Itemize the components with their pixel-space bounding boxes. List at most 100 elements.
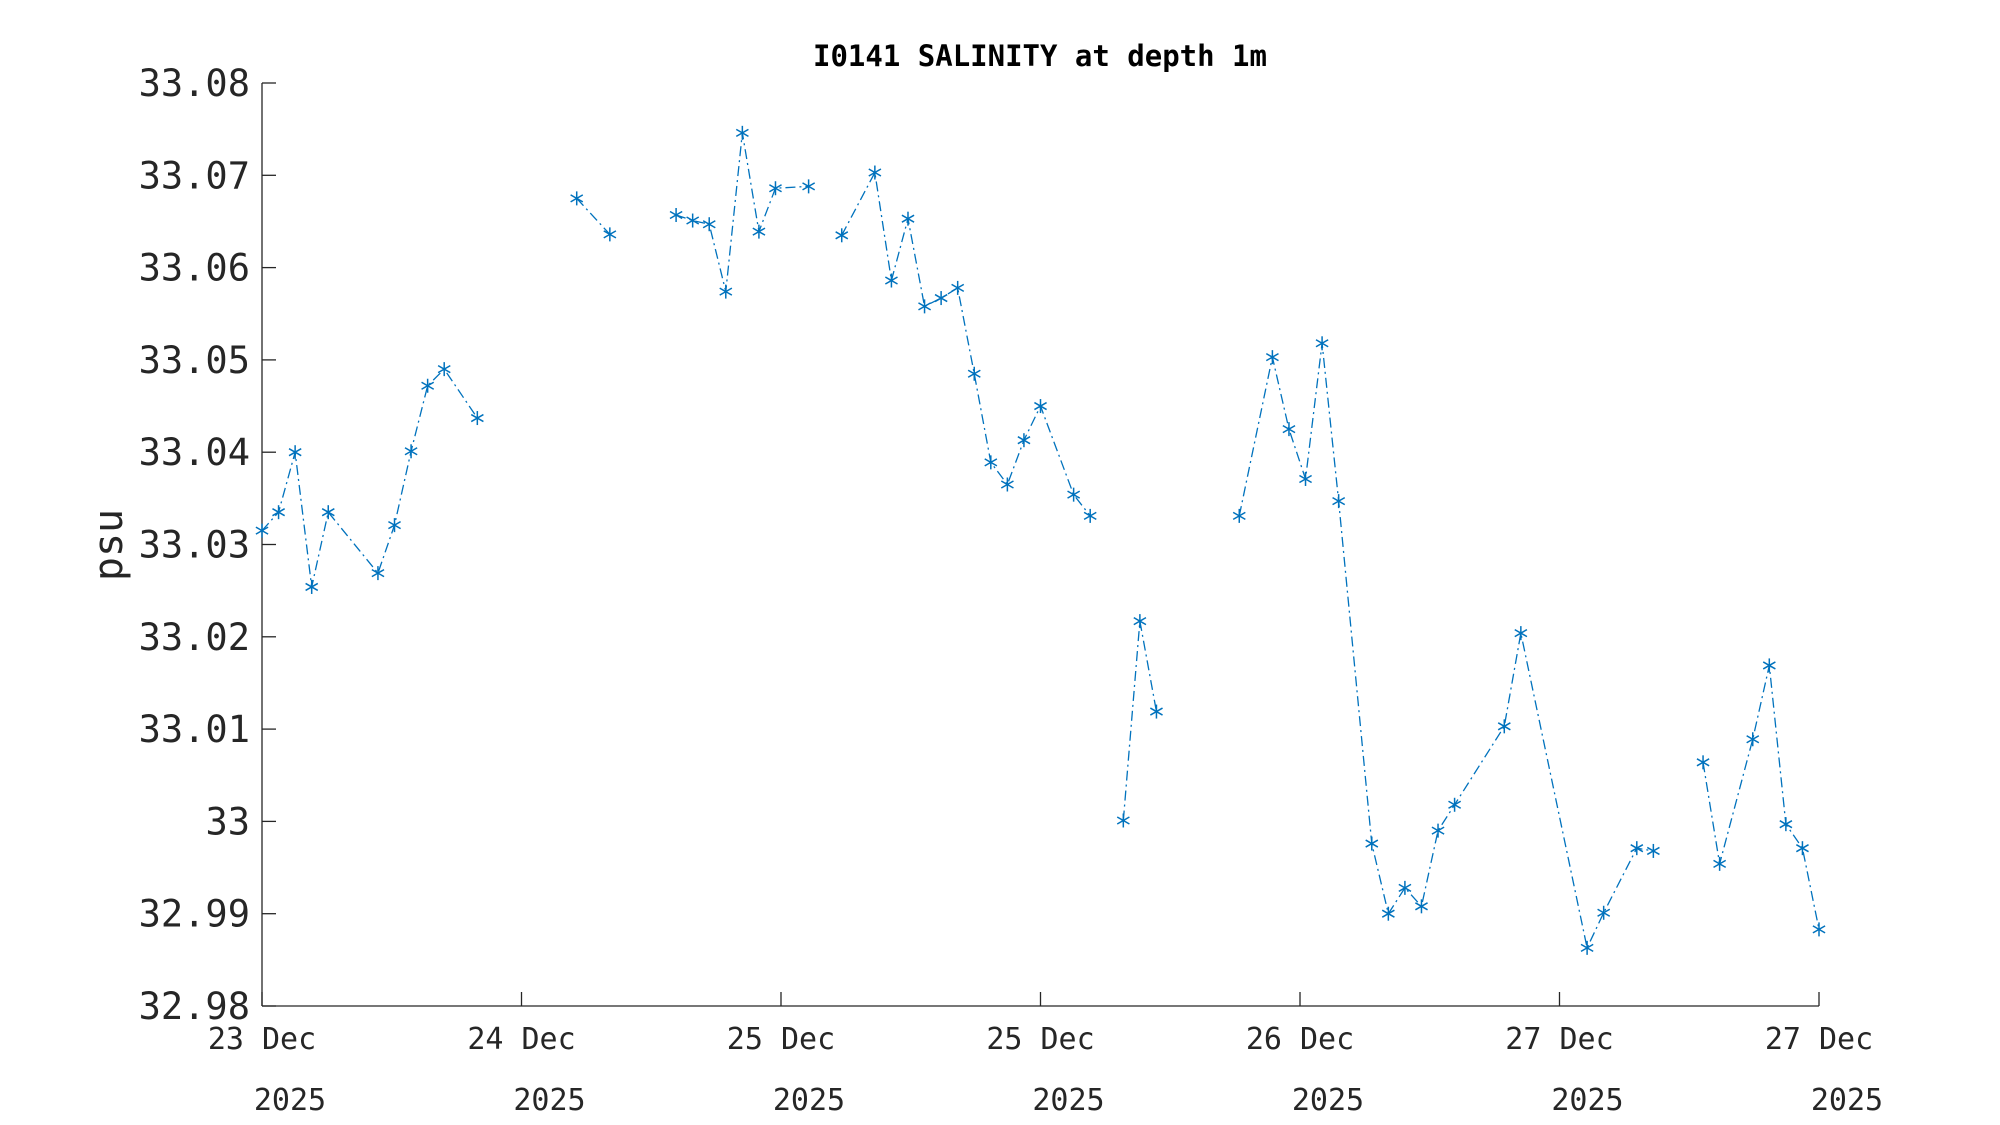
asterisk-marker-stroke [1415, 902, 1428, 911]
asterisk-marker-stroke [802, 182, 816, 191]
asterisk-marker-stroke [1299, 474, 1312, 484]
asterisk-marker-stroke [1265, 352, 1279, 362]
data-point [288, 445, 302, 460]
data-point [967, 366, 981, 381]
x-tick-label: 24 Dec [467, 1022, 575, 1057]
asterisk-marker-stroke [835, 231, 849, 240]
data-point [1746, 732, 1760, 747]
asterisk-marker-stroke [321, 508, 335, 517]
data-point [1431, 823, 1445, 838]
asterisk-marker-stroke [1646, 846, 1660, 856]
data-point [719, 284, 733, 299]
x-tick-label-year: 2025 [1032, 1083, 1104, 1118]
y-tick-label: 33.07 [139, 154, 250, 197]
data-point [1116, 813, 1130, 828]
asterisk-marker-stroke [1580, 943, 1594, 953]
x-tick-label: 27 Dec [1765, 1022, 1873, 1057]
asterisk-marker-stroke [884, 276, 898, 285]
series-line [841, 170, 1091, 517]
data-point [1083, 508, 1097, 523]
data-point [1282, 422, 1296, 437]
x-tick-label-year: 2025 [254, 1083, 326, 1118]
y-tick-label: 33.03 [139, 524, 250, 567]
data-point [918, 299, 932, 314]
y-tick-label: 32.99 [139, 893, 250, 936]
asterisk-marker-stroke [1232, 511, 1246, 521]
asterisk-marker-stroke [255, 526, 269, 535]
data-point [388, 518, 401, 533]
data-point [570, 191, 584, 206]
asterisk-marker-stroke [570, 194, 584, 203]
data-point [437, 362, 451, 377]
asterisk-marker-stroke [719, 287, 733, 296]
asterisk-marker-stroke [288, 448, 302, 457]
asterisk-marker-stroke [1332, 496, 1346, 506]
asterisk-marker-stroke [1000, 480, 1014, 489]
data-point [1630, 841, 1644, 856]
data-point [769, 181, 782, 196]
asterisk-marker-stroke [669, 210, 683, 220]
data-point [1265, 350, 1279, 365]
data-point [1415, 899, 1428, 914]
asterisk-marker-stroke [1630, 844, 1644, 853]
y-tick-label: 33.06 [139, 247, 250, 290]
data-point [1514, 626, 1528, 641]
y-tick-label: 33.08 [139, 62, 250, 105]
data-point [1299, 471, 1312, 486]
data-point [371, 566, 385, 581]
data-point [470, 411, 484, 426]
y-tick-label: 32.98 [139, 985, 250, 1028]
asterisk-marker-stroke [603, 230, 617, 239]
asterisk-marker-stroke [967, 369, 981, 378]
data-point [1332, 494, 1346, 509]
asterisk-marker-stroke [934, 293, 948, 303]
data-point [1696, 755, 1710, 770]
data-point [752, 224, 766, 239]
data-point [1381, 906, 1395, 921]
plot-area [255, 125, 1826, 955]
x-tick-label-year: 2025 [1292, 1083, 1364, 1118]
data-point [1580, 940, 1594, 955]
data-point [1232, 508, 1246, 523]
data-point [1779, 817, 1793, 832]
data-point [1812, 922, 1826, 937]
x-tick-label: 25 Dec [986, 1022, 1094, 1057]
data-point [835, 228, 849, 243]
data-point [1448, 797, 1462, 812]
series-line [1702, 665, 1820, 930]
data-point [1597, 905, 1611, 920]
data-point [868, 165, 882, 180]
asterisk-marker-stroke [951, 283, 965, 293]
x-tick-label-year: 2025 [1551, 1083, 1623, 1118]
asterisk-marker-stroke [437, 364, 451, 374]
asterisk-marker-stroke [1017, 436, 1031, 445]
data-point [404, 444, 418, 459]
series-line [576, 197, 611, 235]
data-point [1398, 880, 1412, 895]
asterisk-marker-stroke [686, 216, 700, 225]
asterisk-marker-stroke [735, 128, 749, 137]
data-point [1017, 433, 1031, 448]
asterisk-marker-stroke [1696, 758, 1710, 767]
chart-title: I0141 SALINITY at depth 1m [813, 39, 1267, 73]
data-point [1149, 704, 1163, 719]
asterisk-marker-stroke [1431, 826, 1445, 835]
data-point [951, 280, 965, 295]
y-axis-label: psu [86, 509, 132, 581]
asterisk-marker-stroke [1381, 909, 1395, 918]
asterisk-marker-stroke [1779, 820, 1793, 829]
asterisk-marker-stroke [388, 520, 401, 530]
asterisk-marker-stroke [371, 568, 385, 578]
data-point [669, 207, 683, 222]
asterisk-marker-stroke [404, 447, 418, 456]
data-point [1315, 336, 1329, 351]
x-tick-label: 27 Dec [1505, 1022, 1613, 1057]
asterisk-marker-stroke [1746, 735, 1760, 744]
asterisk-marker-stroke [1282, 424, 1296, 434]
data-point [802, 179, 816, 194]
x-tick-label: 23 Dec [208, 1022, 316, 1057]
asterisk-marker-stroke [1067, 490, 1081, 499]
y-tick-label: 33.04 [139, 431, 250, 474]
asterisk-marker-stroke [1812, 925, 1826, 934]
